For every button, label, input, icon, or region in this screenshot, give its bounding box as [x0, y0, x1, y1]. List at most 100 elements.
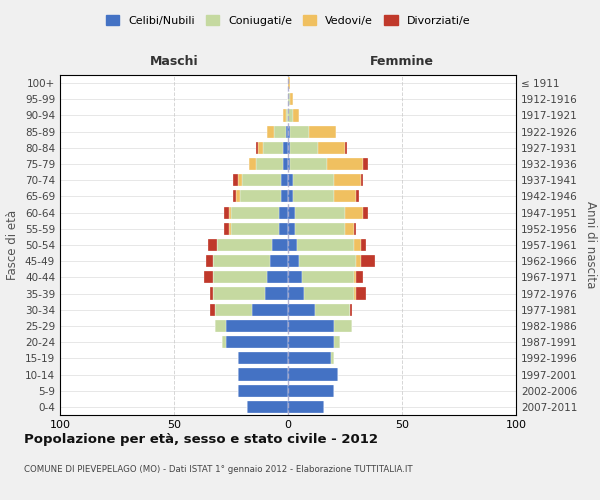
Bar — [263, 142, 283, 154]
Bar — [211, 304, 215, 316]
Bar — [334, 320, 352, 332]
Bar — [317, 142, 345, 154]
Bar — [265, 288, 288, 300]
Bar — [231, 222, 279, 235]
Bar — [259, 142, 263, 154]
Bar — [213, 272, 268, 283]
Bar — [295, 206, 345, 218]
Bar — [215, 304, 251, 316]
Bar — [281, 190, 288, 202]
Bar — [293, 110, 299, 122]
Bar — [308, 126, 336, 138]
Bar — [288, 93, 290, 106]
Bar — [288, 336, 334, 348]
Bar — [288, 239, 297, 251]
Bar — [279, 222, 288, 235]
Bar — [327, 158, 363, 170]
Bar — [208, 239, 217, 251]
Bar — [283, 158, 288, 170]
Bar — [283, 110, 286, 122]
Bar — [354, 222, 356, 235]
Bar — [268, 272, 288, 283]
Bar — [247, 401, 288, 413]
Bar — [217, 239, 272, 251]
Bar — [288, 255, 299, 268]
Bar — [206, 255, 213, 268]
Text: Femmine: Femmine — [370, 55, 434, 68]
Bar — [288, 384, 334, 397]
Bar — [288, 272, 302, 283]
Bar — [256, 158, 283, 170]
Bar — [345, 206, 363, 218]
Bar — [242, 174, 281, 186]
Bar — [274, 126, 286, 138]
Bar — [354, 239, 361, 251]
Bar — [363, 206, 368, 218]
Bar — [334, 174, 361, 186]
Bar — [256, 142, 259, 154]
Bar — [229, 222, 231, 235]
Bar — [293, 174, 334, 186]
Bar — [290, 158, 327, 170]
Bar — [290, 142, 317, 154]
Bar — [286, 126, 288, 138]
Bar — [233, 190, 236, 202]
Bar — [213, 288, 265, 300]
Bar — [233, 174, 238, 186]
Bar — [361, 255, 374, 268]
Bar — [288, 77, 290, 89]
Bar — [238, 368, 288, 380]
Bar — [222, 336, 226, 348]
Bar — [288, 142, 290, 154]
Bar — [238, 384, 288, 397]
Bar — [288, 206, 295, 218]
Bar — [251, 304, 288, 316]
Bar — [356, 190, 359, 202]
Bar — [272, 239, 288, 251]
Bar — [290, 126, 308, 138]
Bar — [288, 222, 295, 235]
Y-axis label: Anni di nascita: Anni di nascita — [584, 202, 597, 288]
Bar — [238, 352, 288, 364]
Legend: Celibi/Nubili, Coniugati/e, Vedovi/e, Divorziati/e: Celibi/Nubili, Coniugati/e, Vedovi/e, Di… — [101, 10, 475, 30]
Bar — [288, 110, 293, 122]
Bar — [295, 222, 345, 235]
Text: Popolazione per età, sesso e stato civile - 2012: Popolazione per età, sesso e stato civil… — [24, 432, 378, 446]
Bar — [231, 206, 279, 218]
Bar — [286, 110, 288, 122]
Bar — [279, 206, 288, 218]
Y-axis label: Fasce di età: Fasce di età — [7, 210, 19, 280]
Bar — [249, 158, 256, 170]
Bar — [288, 288, 304, 300]
Bar — [226, 336, 288, 348]
Bar — [236, 190, 240, 202]
Bar — [334, 336, 340, 348]
Bar — [288, 174, 293, 186]
Bar — [302, 272, 354, 283]
Bar — [334, 190, 356, 202]
Bar — [356, 255, 361, 268]
Bar — [288, 190, 293, 202]
Bar — [354, 272, 356, 283]
Bar — [229, 206, 231, 218]
Bar — [224, 206, 229, 218]
Bar — [211, 288, 213, 300]
Text: Maschi: Maschi — [149, 55, 199, 68]
Bar — [226, 320, 288, 332]
Bar — [281, 174, 288, 186]
Bar — [213, 255, 270, 268]
Bar — [283, 142, 288, 154]
Bar — [288, 352, 331, 364]
Bar — [268, 126, 274, 138]
Bar — [203, 272, 213, 283]
Bar — [238, 174, 242, 186]
Bar — [354, 288, 356, 300]
Bar — [299, 255, 356, 268]
Bar — [304, 288, 354, 300]
Bar — [288, 320, 334, 332]
Bar — [361, 174, 363, 186]
Bar — [224, 222, 229, 235]
Bar — [288, 304, 316, 316]
Bar — [297, 239, 354, 251]
Bar — [363, 158, 368, 170]
